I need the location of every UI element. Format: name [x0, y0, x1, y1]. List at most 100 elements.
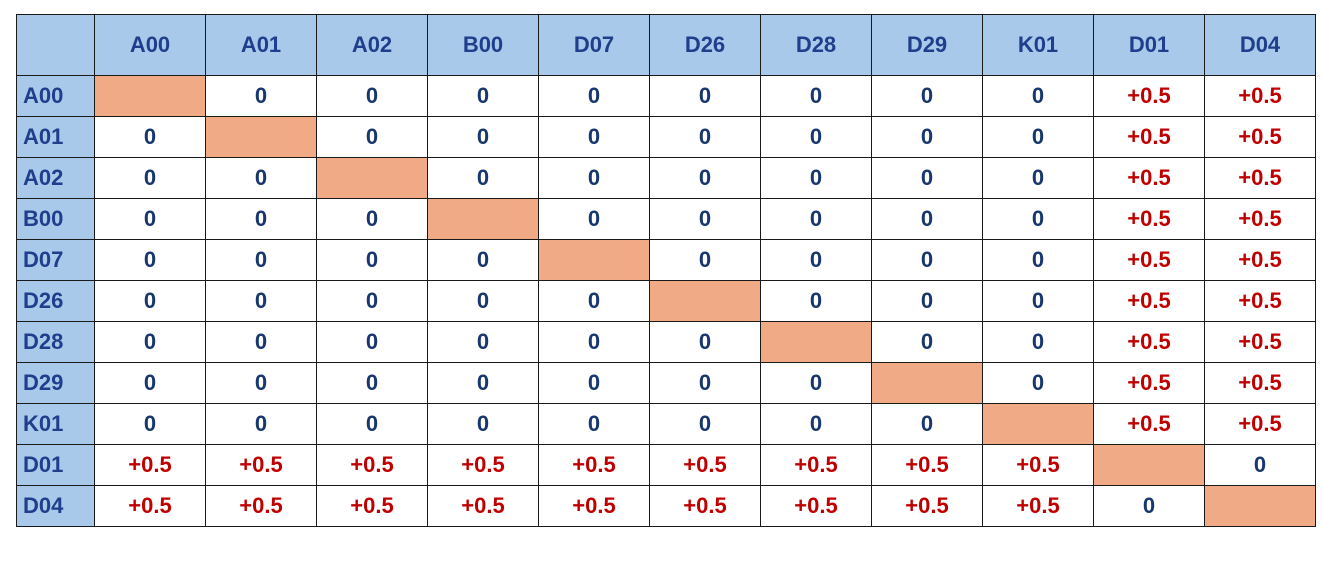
- matrix-cell: 0: [427, 403, 539, 445]
- column-header: D01: [1093, 14, 1205, 76]
- matrix-cell: 0: [982, 239, 1094, 281]
- matrix-cell: +0.5: [1093, 75, 1205, 117]
- matrix-cell: 0: [316, 321, 428, 363]
- matrix-cell: 0: [94, 116, 206, 158]
- column-header: A02: [316, 14, 428, 76]
- matrix-cell: +0.5: [1204, 75, 1316, 117]
- matrix-cell: 0: [94, 198, 206, 240]
- column-header: D26: [649, 14, 761, 76]
- table-row: D01 +0.5 +0.5 +0.5 +0.5 +0.5 +0.5 +0.5 +0.5 +0.5 0: [16, 444, 1316, 486]
- table-row: D07 0 0 0 0 0 0 0 0 +0.5 +0.5: [16, 239, 1316, 281]
- row-header: D04: [16, 485, 95, 527]
- matrix-cell: 0: [538, 198, 650, 240]
- matrix-cell: +0.5: [94, 485, 206, 527]
- matrix-cell: 0: [982, 116, 1094, 158]
- matrix-cell: 0: [427, 116, 539, 158]
- diagonal-cell: [316, 157, 428, 199]
- diagonal-cell: [205, 116, 317, 158]
- table-row: D28 0 0 0 0 0 0 0 0 +0.5 +0.5: [16, 321, 1316, 363]
- matrix-cell: 0: [982, 321, 1094, 363]
- column-header: D28: [760, 14, 872, 76]
- diagonal-cell: [649, 280, 761, 322]
- diagonal-cell: [427, 198, 539, 240]
- matrix-cell: 0: [982, 362, 1094, 404]
- matrix-cell: +0.5: [1093, 362, 1205, 404]
- table-row: A02 0 0 0 0 0 0 0 0 +0.5 +0.5: [16, 157, 1316, 199]
- matrix-cell: 0: [94, 321, 206, 363]
- diagonal-cell: [1204, 485, 1316, 527]
- matrix-cell: 0: [427, 75, 539, 117]
- matrix-cell: +0.5: [538, 485, 650, 527]
- row-header: D26: [16, 280, 95, 322]
- matrix-cell: +0.5: [871, 444, 983, 486]
- matrix-cell: 0: [316, 75, 428, 117]
- matrix-cell: 0: [649, 75, 761, 117]
- matrix-cell: 0: [205, 198, 317, 240]
- matrix-cell: 0: [871, 239, 983, 281]
- matrix-cell: +0.5: [538, 444, 650, 486]
- row-header: B00: [16, 198, 95, 240]
- row-header: A00: [16, 75, 95, 117]
- matrix-cell: 0: [982, 75, 1094, 117]
- diagonal-cell: [760, 321, 872, 363]
- table-row: D26 0 0 0 0 0 0 0 0 +0.5 +0.5: [16, 280, 1316, 322]
- matrix-cell: +0.5: [982, 444, 1094, 486]
- diagonal-cell: [1093, 444, 1205, 486]
- matrix-cell: 0: [760, 403, 872, 445]
- column-header: B00: [427, 14, 539, 76]
- matrix-cell: 0: [316, 198, 428, 240]
- matrix-cell: 0: [1093, 485, 1205, 527]
- matrix-cell: 0: [760, 362, 872, 404]
- matrix-cell: 0: [205, 239, 317, 281]
- matrix-cell: +0.5: [1204, 239, 1316, 281]
- matrix-cell: +0.5: [427, 485, 539, 527]
- matrix-cell: +0.5: [1093, 321, 1205, 363]
- matrix-cell: 0: [538, 116, 650, 158]
- matrix-cell: +0.5: [427, 444, 539, 486]
- matrix-cell: 0: [649, 198, 761, 240]
- table-row: D04 +0.5 +0.5 +0.5 +0.5 +0.5 +0.5 +0.5 +0.5 +0.5 0: [16, 485, 1316, 527]
- matrix-cell: +0.5: [316, 444, 428, 486]
- matrix-cell: +0.5: [760, 485, 872, 527]
- matrix-cell: 0: [538, 403, 650, 445]
- matrix-cell: +0.5: [1204, 362, 1316, 404]
- matrix-cell: 0: [982, 198, 1094, 240]
- matrix-cell: 0: [982, 280, 1094, 322]
- matrix-body: A00 0 0 0 0 0 0 0 0 +0.5 +0.5 A01 0 0 0 0 0 0 0 0 +0.5 +0.5 A0…: [16, 75, 1316, 527]
- matrix-cell: +0.5: [1204, 280, 1316, 322]
- column-header: A00: [94, 14, 206, 76]
- matrix-cell: 0: [649, 321, 761, 363]
- table-row: K01 0 0 0 0 0 0 0 0 +0.5 +0.5: [16, 403, 1316, 445]
- matrix-cell: +0.5: [760, 444, 872, 486]
- matrix-cell: +0.5: [871, 485, 983, 527]
- matrix-cell: 0: [316, 403, 428, 445]
- matrix-cell: 0: [760, 198, 872, 240]
- diagonal-cell: [871, 362, 983, 404]
- matrix-cell: 0: [205, 75, 317, 117]
- matrix-cell: +0.5: [205, 444, 317, 486]
- matrix-cell: 0: [760, 280, 872, 322]
- matrix-cell: 0: [538, 157, 650, 199]
- table-row: D29 0 0 0 0 0 0 0 0 +0.5 +0.5: [16, 362, 1316, 404]
- matrix-cell: 0: [649, 403, 761, 445]
- corner-cell: [16, 14, 95, 76]
- matrix-cell: +0.5: [1204, 403, 1316, 445]
- table-row: A01 0 0 0 0 0 0 0 0 +0.5 +0.5: [16, 116, 1316, 158]
- diagonal-cell: [538, 239, 650, 281]
- matrix-cell: 0: [649, 362, 761, 404]
- row-header: K01: [16, 403, 95, 445]
- matrix-cell: 0: [94, 280, 206, 322]
- matrix-cell: +0.5: [1093, 239, 1205, 281]
- matrix-cell: +0.5: [982, 485, 1094, 527]
- row-header: A01: [16, 116, 95, 158]
- matrix-cell: 0: [316, 239, 428, 281]
- matrix-cell: 0: [871, 198, 983, 240]
- matrix-cell: +0.5: [316, 485, 428, 527]
- matrix-cell: +0.5: [1204, 157, 1316, 199]
- matrix-cell: 0: [649, 239, 761, 281]
- matrix-cell: 0: [538, 75, 650, 117]
- matrix-cell: 0: [316, 362, 428, 404]
- matrix-cell: 0: [205, 362, 317, 404]
- column-header: D29: [871, 14, 983, 76]
